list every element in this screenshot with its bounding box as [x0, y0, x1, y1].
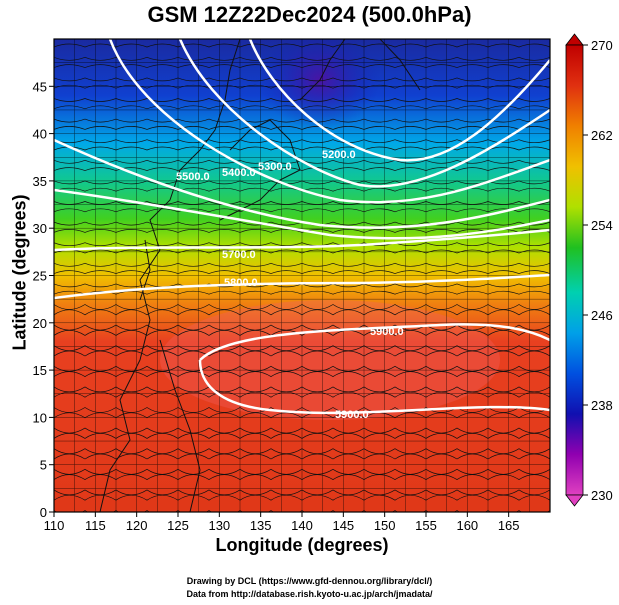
x-tick-label: 145	[332, 518, 354, 533]
streamline	[54, 474, 550, 481]
y-axis: 0 5 10 15 20 25 30 35 40 45	[33, 79, 54, 520]
streamline	[54, 84, 550, 89]
colorbar-bottom-arrow	[565, 494, 584, 507]
contour-label-5800: 5800.0	[224, 277, 258, 289]
y-tick-label: 20	[33, 316, 47, 331]
streamline	[54, 167, 550, 171]
streamline	[54, 159, 550, 164]
streamline	[54, 494, 550, 501]
contour-labels: 5200.0 5300.0 5400.0 5500.0 5700.0 5800.…	[176, 149, 404, 421]
y-tick-label: 10	[33, 410, 47, 425]
x-tick-label: 165	[498, 518, 520, 533]
x-tick-label: 155	[415, 518, 437, 533]
streamline	[54, 118, 550, 123]
colorbar-tick-label: 246	[591, 308, 613, 323]
y-tick-label: 0	[40, 505, 47, 520]
plot-title: GSM 12Z22Dec2024 (500.0hPa)	[147, 2, 472, 27]
streamline	[54, 391, 550, 398]
streamline	[54, 201, 550, 205]
colorbar-tick-label: 270	[591, 38, 613, 53]
contour-5500	[54, 138, 550, 229]
colorbar-tick-label: 230	[591, 488, 613, 503]
contour-label-5200: 5200.0	[322, 149, 356, 161]
streamline	[54, 262, 550, 267]
contour-label-5300: 5300.0	[258, 161, 292, 173]
contour-5600	[54, 188, 550, 240]
streamline	[54, 77, 550, 82]
streamline	[54, 371, 550, 378]
contour-5800	[54, 273, 550, 300]
x-tick-label: 120	[126, 518, 148, 533]
credit-dcl: Drawing by DCL (https://www.gfd-dennou.o…	[186, 576, 433, 586]
cold-core	[260, 39, 380, 130]
streamline	[54, 98, 550, 102]
colorbar-top-arrow	[565, 33, 584, 46]
contour-label-5400: 5400.0	[222, 167, 256, 179]
coastline	[99, 39, 421, 512]
streamline	[54, 187, 550, 192]
colorbar: 270 262 254 246 238 230	[565, 33, 613, 507]
contour-label-5900b: 5900.0	[335, 409, 369, 421]
x-axis: 110 115 120 125 130 135 140 145 150 155 160 165	[44, 512, 520, 533]
streamline	[54, 139, 550, 144]
contour-5300	[178, 39, 550, 188]
height-contours	[54, 39, 550, 415]
colorbar-tick-label: 262	[591, 128, 613, 143]
y-tick-label: 25	[33, 269, 47, 284]
y-axis-label: Latitude (degrees)	[9, 194, 30, 351]
colorbar-tick-label: 238	[591, 398, 613, 413]
streamline	[54, 105, 550, 110]
streamline	[54, 290, 550, 295]
contour-label-5500: 5500.0	[176, 171, 210, 183]
contour-5900	[198, 323, 550, 415]
streamline	[54, 453, 550, 460]
streamline	[54, 283, 550, 288]
y-tick-label: 5	[40, 458, 47, 473]
x-tick-label: 150	[374, 518, 396, 533]
contour-label-5900a: 5900.0	[370, 326, 404, 338]
x-tick-label: 135	[250, 518, 272, 533]
credit-data: Data from http://database.rish.kyoto-u.a…	[186, 589, 433, 599]
x-tick-label: 140	[291, 518, 313, 533]
streamline	[54, 146, 550, 151]
streamline	[54, 309, 550, 316]
streamline	[54, 43, 550, 48]
y-tick-label: 15	[33, 363, 47, 378]
colorbar-tick-label: 254	[591, 218, 613, 233]
contour-5700	[54, 228, 550, 252]
y-tick-label: 45	[33, 79, 47, 94]
streamline	[54, 249, 550, 254]
streamline	[54, 126, 550, 130]
warm-anticyclone	[160, 300, 500, 420]
x-tick-label: 110	[44, 518, 65, 533]
contour-label-5700: 5700.0	[222, 249, 256, 261]
y-tick-label: 40	[33, 127, 47, 142]
x-tick-label: 160	[456, 518, 478, 533]
x-tick-label: 115	[85, 518, 106, 533]
contour-5400	[108, 39, 550, 204]
streamline	[54, 64, 550, 68]
contour-5200	[248, 39, 550, 162]
y-tick-label: 35	[33, 174, 47, 189]
streamline	[54, 433, 550, 439]
streamline	[54, 208, 550, 213]
x-tick-label: 130	[208, 518, 230, 533]
x-tick-label: 125	[167, 518, 189, 533]
x-axis-label: Longitude (degrees)	[215, 535, 389, 555]
streamline	[54, 350, 550, 357]
streamline	[54, 56, 550, 61]
grid	[54, 39, 550, 512]
y-tick-label: 30	[33, 221, 47, 236]
colorbar-bar	[565, 44, 584, 496]
